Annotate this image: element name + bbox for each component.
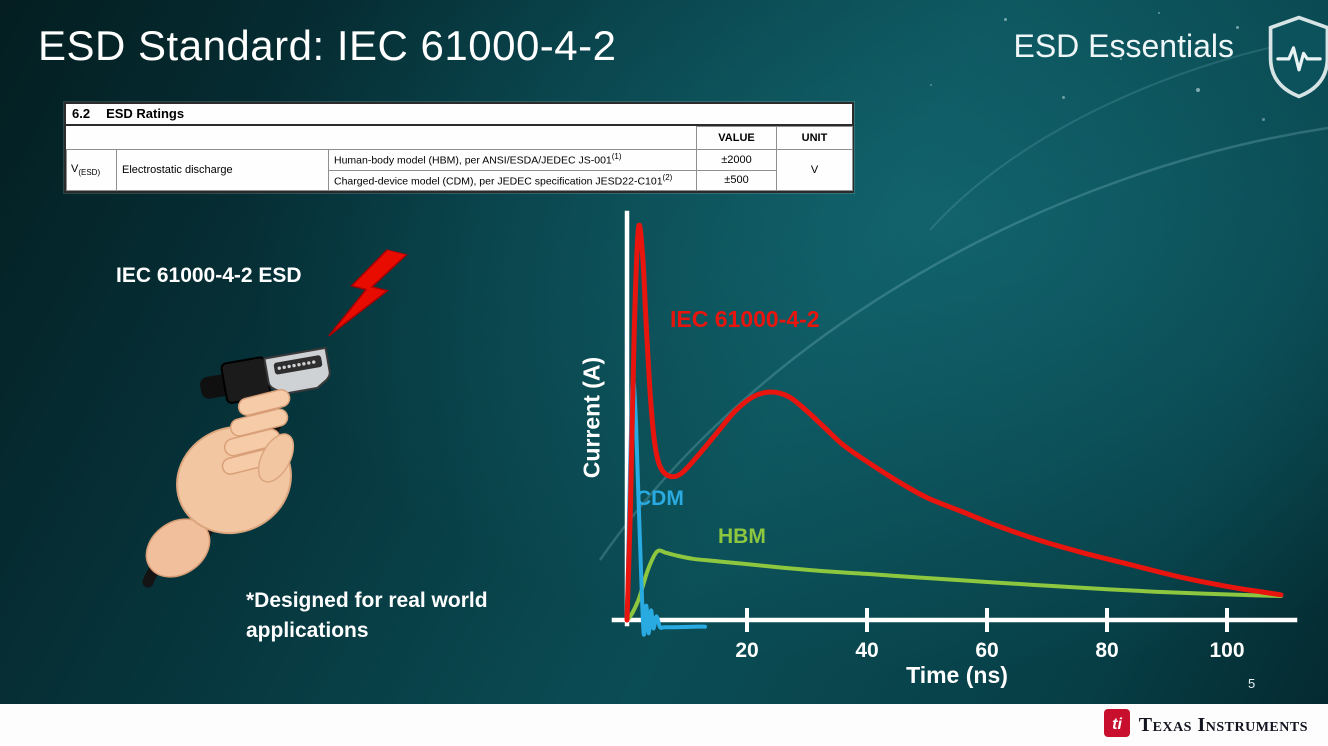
hbm-curve — [625, 548, 1283, 622]
esd-waveform-chart: 20 40 60 80 100 IEC 61000-4-2 CDM HBM Time (… — [611, 210, 1298, 688]
iec-curve — [624, 222, 1284, 623]
iec-esd-label: IEC 61000-4-2 ESD — [116, 264, 302, 287]
star-dot — [1236, 26, 1239, 29]
footer-bar: ti Texas Instruments — [0, 704, 1328, 746]
page-title: ESD Standard: IEC 61000-4-2 — [38, 22, 617, 69]
star-dot — [1158, 12, 1160, 14]
hbm-description: Human-body model (HBM), per ANSI/ESDA/JE… — [328, 149, 697, 171]
series-brand-label: ESD Essentials — [1013, 28, 1234, 64]
note-line-2: applications — [246, 619, 369, 643]
designed-note: *Designed for real world applications — [246, 586, 488, 647]
table-caption: 6.2 ESD Ratings — [66, 104, 852, 126]
page-number: 5 — [1248, 676, 1256, 691]
star-dot — [1062, 96, 1065, 99]
hand-holding-hdmi-illustration — [126, 330, 356, 597]
iec-curve-label: IEC 61000-4-2 — [670, 306, 820, 332]
esd-ratings-table: 6.2 ESD Ratings VALUE UNIT V(ESD) Electro… — [64, 102, 854, 194]
x-tick-label: 20 — [735, 639, 758, 662]
x-tick-label: 80 — [1095, 639, 1118, 662]
value-column-header: VALUE — [696, 126, 777, 150]
table-header-row: VALUE UNIT — [66, 126, 853, 150]
section-number: 6.2 — [72, 106, 91, 121]
cdm-curve-label: CDM — [636, 487, 684, 510]
hbm-curve-label: HBM — [718, 525, 766, 548]
param-name: Electrostatic discharge — [116, 148, 329, 192]
x-axis-ticks: 20 40 60 80 100 — [735, 608, 1245, 662]
table-row: Charged-device model (CDM), per JEDEC sp… — [67, 169, 853, 192]
star-dot — [1004, 18, 1007, 21]
x-axis-label: Time (ns) — [906, 662, 1008, 688]
star-dot — [1120, 58, 1122, 60]
esd-shield-icon — [1266, 14, 1328, 105]
x-tick-label: 40 — [855, 639, 878, 662]
section-title: ESD Ratings — [106, 106, 185, 121]
unit-value: V — [776, 148, 853, 192]
x-tick-label: 100 — [1209, 639, 1244, 662]
lightning-bolt-icon — [320, 239, 413, 358]
hdmi-connector — [200, 346, 331, 404]
cdm-value: ±500 — [696, 169, 777, 192]
hbm-value: ±2000 — [696, 149, 777, 171]
table-row: V(ESD) Electrostatic discharge Human-bod… — [66, 148, 853, 192]
star-dot — [930, 84, 932, 86]
svg-text:ti: ti — [1112, 716, 1122, 733]
note-line-1: *Designed for real world — [246, 589, 488, 612]
star-dot — [1262, 118, 1265, 121]
ti-logo-icon: ti — [1103, 708, 1130, 742]
empty-header-cell — [66, 126, 697, 150]
x-tick-label: 60 — [975, 639, 998, 662]
unit-column-header: UNIT — [776, 126, 853, 150]
star-dot — [1196, 88, 1200, 92]
param-symbol: V(ESD) — [66, 148, 117, 192]
ti-brand-text: Texas Instruments — [1138, 713, 1308, 736]
cdm-description: Charged-device model (CDM), per JEDEC sp… — [328, 169, 697, 192]
